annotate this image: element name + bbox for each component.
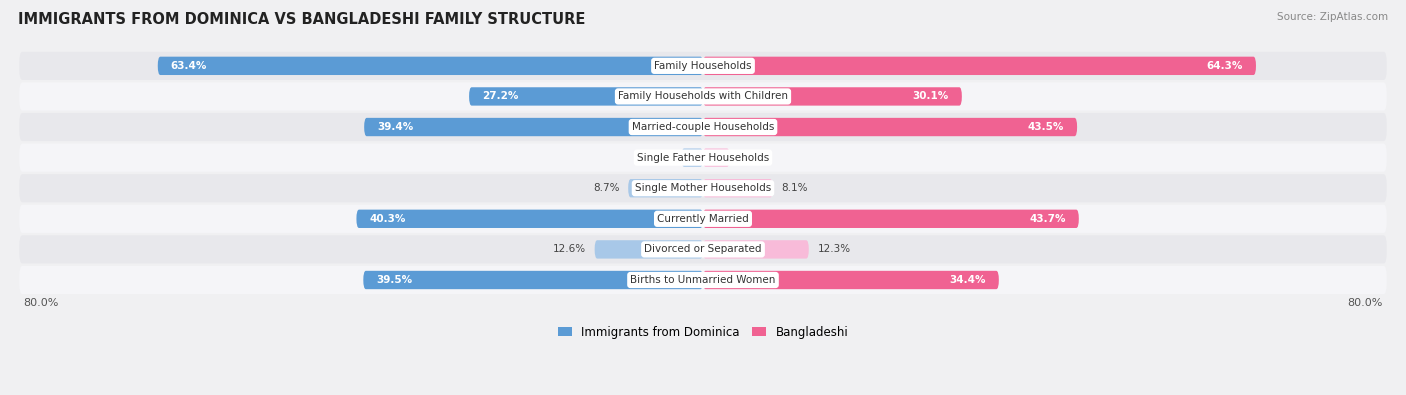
FancyBboxPatch shape xyxy=(20,143,1386,172)
FancyBboxPatch shape xyxy=(20,174,1386,202)
Text: Currently Married: Currently Married xyxy=(657,214,749,224)
FancyBboxPatch shape xyxy=(703,87,962,105)
Text: 40.3%: 40.3% xyxy=(370,214,406,224)
FancyBboxPatch shape xyxy=(20,113,1386,141)
Text: 39.4%: 39.4% xyxy=(377,122,413,132)
Text: 8.7%: 8.7% xyxy=(593,183,620,193)
Text: Family Households with Children: Family Households with Children xyxy=(619,91,787,102)
FancyBboxPatch shape xyxy=(363,271,703,289)
Text: 30.1%: 30.1% xyxy=(912,91,949,102)
Text: Divorced or Separated: Divorced or Separated xyxy=(644,245,762,254)
Text: Married-couple Households: Married-couple Households xyxy=(631,122,775,132)
Text: 39.5%: 39.5% xyxy=(377,275,412,285)
FancyBboxPatch shape xyxy=(628,179,703,198)
Text: 2.5%: 2.5% xyxy=(647,152,673,163)
FancyBboxPatch shape xyxy=(703,210,1078,228)
Text: 34.4%: 34.4% xyxy=(949,275,986,285)
Text: 43.5%: 43.5% xyxy=(1028,122,1064,132)
FancyBboxPatch shape xyxy=(703,56,1256,75)
FancyBboxPatch shape xyxy=(157,56,703,75)
Text: Source: ZipAtlas.com: Source: ZipAtlas.com xyxy=(1277,12,1388,22)
Text: 64.3%: 64.3% xyxy=(1206,61,1243,71)
FancyBboxPatch shape xyxy=(703,271,998,289)
FancyBboxPatch shape xyxy=(703,118,1077,136)
Text: 12.6%: 12.6% xyxy=(553,245,586,254)
Legend: Immigrants from Dominica, Bangladeshi: Immigrants from Dominica, Bangladeshi xyxy=(553,321,853,343)
FancyBboxPatch shape xyxy=(20,52,1386,80)
FancyBboxPatch shape xyxy=(703,149,730,167)
FancyBboxPatch shape xyxy=(20,266,1386,294)
Text: 27.2%: 27.2% xyxy=(482,91,519,102)
Text: Family Households: Family Households xyxy=(654,61,752,71)
FancyBboxPatch shape xyxy=(682,149,703,167)
Text: Single Father Households: Single Father Households xyxy=(637,152,769,163)
FancyBboxPatch shape xyxy=(703,179,773,198)
FancyBboxPatch shape xyxy=(20,83,1386,111)
Text: 12.3%: 12.3% xyxy=(817,245,851,254)
Text: IMMIGRANTS FROM DOMINICA VS BANGLADESHI FAMILY STRUCTURE: IMMIGRANTS FROM DOMINICA VS BANGLADESHI … xyxy=(18,12,586,27)
Text: 80.0%: 80.0% xyxy=(1347,298,1382,308)
Text: 63.4%: 63.4% xyxy=(170,61,207,71)
FancyBboxPatch shape xyxy=(595,240,703,259)
FancyBboxPatch shape xyxy=(356,210,703,228)
FancyBboxPatch shape xyxy=(20,205,1386,233)
FancyBboxPatch shape xyxy=(20,235,1386,263)
FancyBboxPatch shape xyxy=(364,118,703,136)
FancyBboxPatch shape xyxy=(703,240,808,259)
Text: 80.0%: 80.0% xyxy=(24,298,59,308)
Text: 43.7%: 43.7% xyxy=(1029,214,1066,224)
FancyBboxPatch shape xyxy=(470,87,703,105)
Text: Single Mother Households: Single Mother Households xyxy=(636,183,770,193)
Text: 8.1%: 8.1% xyxy=(782,183,808,193)
Text: Births to Unmarried Women: Births to Unmarried Women xyxy=(630,275,776,285)
Text: 3.1%: 3.1% xyxy=(738,152,765,163)
